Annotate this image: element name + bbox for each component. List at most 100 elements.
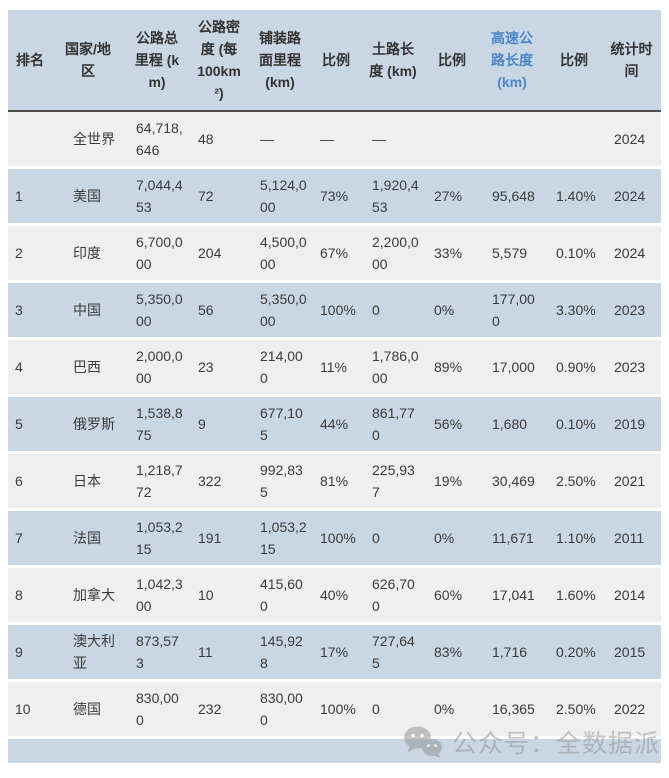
cell: 30,469 [478, 452, 546, 511]
cell: 33% [426, 224, 478, 283]
cell: 17% [312, 623, 360, 682]
cell: 1,053,215 [124, 509, 190, 568]
table-row: 8 加拿大 1,042,300 10 415,600 40% 626,700 60% 17,04… [8, 566, 661, 625]
cell: 191 [190, 509, 248, 568]
cell: 0.10% [546, 224, 602, 283]
table-row: 全世界 64,718,646 48— — —2024 [8, 111, 661, 169]
column-header-dirt-length: 土路长度 (km) [360, 10, 426, 112]
cell: 23 [190, 338, 248, 397]
table-row: 1 美国 7,044,453 72 5,124,000 73% 1,920,453 27% 95… [8, 167, 661, 226]
column-header-stat-year: 统计时间 [602, 10, 661, 112]
cell: 83% [426, 623, 478, 682]
cell: 873,573 [124, 623, 190, 682]
cell: 415,600 [248, 566, 312, 625]
cell: 8 [8, 566, 52, 625]
cell: 19% [426, 452, 478, 511]
cell [426, 111, 478, 169]
cell: 0.10% [546, 395, 602, 454]
cell: 1.40% [546, 167, 602, 226]
cell: 5,350,000 [124, 281, 190, 340]
cell: 204 [190, 224, 248, 283]
cell: 56% [426, 395, 478, 454]
cell: 2.50% [546, 452, 602, 511]
cell [546, 111, 602, 169]
cell: 3.30% [546, 281, 602, 340]
cell: 2023 [602, 281, 661, 340]
header-row: 排名 国家/地区 公路总里程 (km) 公路密度 (每100km²) 铺装路面里… [8, 10, 661, 112]
cell: 日本 [52, 452, 124, 511]
cell: 中国 [52, 281, 124, 340]
cell: 10 [190, 566, 248, 625]
cell: 1.10% [546, 509, 602, 568]
cell: 81% [312, 452, 360, 511]
cell: 7,044,453 [124, 167, 190, 226]
column-header-country: 国家/地区 [52, 10, 124, 112]
cell: 1,716 [478, 623, 546, 682]
cell: 澳大利亚 [52, 623, 124, 682]
cell: 100% [312, 680, 360, 739]
cell: 5,124,000 [248, 167, 312, 226]
cell: 0.90% [546, 338, 602, 397]
cell: 73% [312, 167, 360, 226]
cell: 1,053,215 [248, 509, 312, 568]
cell: 214,000 [248, 338, 312, 397]
cell: 2021 [602, 452, 661, 511]
cell: 1,218,772 [124, 452, 190, 511]
column-header-dirt-ratio: 比例 [426, 10, 478, 112]
cell: 9 [8, 623, 52, 682]
cell: 1.60% [546, 566, 602, 625]
cell: 11,671 [478, 509, 546, 568]
cell: 89% [426, 338, 478, 397]
cell: 56 [190, 281, 248, 340]
column-header-total-length: 公路总里程 (km) [124, 10, 190, 112]
cell: 626,700 [360, 566, 426, 625]
cell: 1 [8, 167, 52, 226]
cell: 2022 [602, 680, 661, 739]
cell: 677,105 [248, 395, 312, 454]
column-header-expressway-ratio: 比例 [546, 10, 602, 112]
table-row: 3 中国 5,350,000 56 5,350,000 100% 0 0% 177,000 3.3… [8, 281, 661, 340]
cell: 11% [312, 338, 360, 397]
column-header-expressway-length[interactable]: 高速公路长度 (km) [478, 10, 546, 112]
cell: 5 [8, 395, 52, 454]
cell [8, 111, 52, 169]
cell: 2024 [602, 167, 661, 226]
column-header-rank: 排名 [8, 10, 52, 112]
cell: 0 [360, 509, 426, 568]
cell: 100% [312, 509, 360, 568]
cell: 5,350,000 [248, 281, 312, 340]
cell: 2.50% [546, 680, 602, 739]
cell: 2,200,000 [360, 224, 426, 283]
cell: 4,500,000 [248, 224, 312, 283]
cell [478, 111, 546, 169]
cell: 加拿大 [52, 566, 124, 625]
table-row: 7 法国 1,053,215 191 1,053,215 100% 0 0% 11,671 1.1… [8, 509, 661, 568]
table-row: 10 德国 830,000 232 830,000 100% 0 0% 16,365 2.50% 2… [8, 680, 661, 739]
cell: 17,041 [478, 566, 546, 625]
column-header-density: 公路密度 (每100km²) [190, 10, 248, 112]
column-header-paved-length: 铺装路面里程 (km) [248, 10, 312, 112]
cell: 6,700,000 [124, 224, 190, 283]
cell: 9 [190, 395, 248, 454]
cell: 全世界 [52, 111, 124, 169]
cell: 1,786,000 [360, 338, 426, 397]
table-header: 排名 国家/地区 公路总里程 (km) 公路密度 (每100km²) 铺装路面里… [8, 10, 661, 112]
cell: 40% [312, 566, 360, 625]
cell: 44% [312, 395, 360, 454]
cell: 10 [8, 680, 52, 739]
cell: 1,538,875 [124, 395, 190, 454]
table-row: 9 澳大利亚 873,573 11 145,928 17% 727,645 83% 1,716 0… [8, 623, 661, 682]
table-row: 2 印度 6,700,000 204 4,500,000 67% 2,200,000 33% 5… [8, 224, 661, 283]
cell: 1,680 [478, 395, 546, 454]
cell: 60% [426, 566, 478, 625]
table-body: 全世界 64,718,646 48— — —2024 1 美国 7,044,453 72 5,12… [8, 111, 661, 739]
cell: 232 [190, 680, 248, 739]
cell: 67% [312, 224, 360, 283]
cell: 992,835 [248, 452, 312, 511]
cell: 5,579 [478, 224, 546, 283]
cell: 727,645 [360, 623, 426, 682]
cell: 17,000 [478, 338, 546, 397]
cell: 0% [426, 509, 478, 568]
table-row: 6 日本 1,218,772 322 992,835 81% 225,937 19% 30,46… [8, 452, 661, 511]
cell: 2023 [602, 338, 661, 397]
